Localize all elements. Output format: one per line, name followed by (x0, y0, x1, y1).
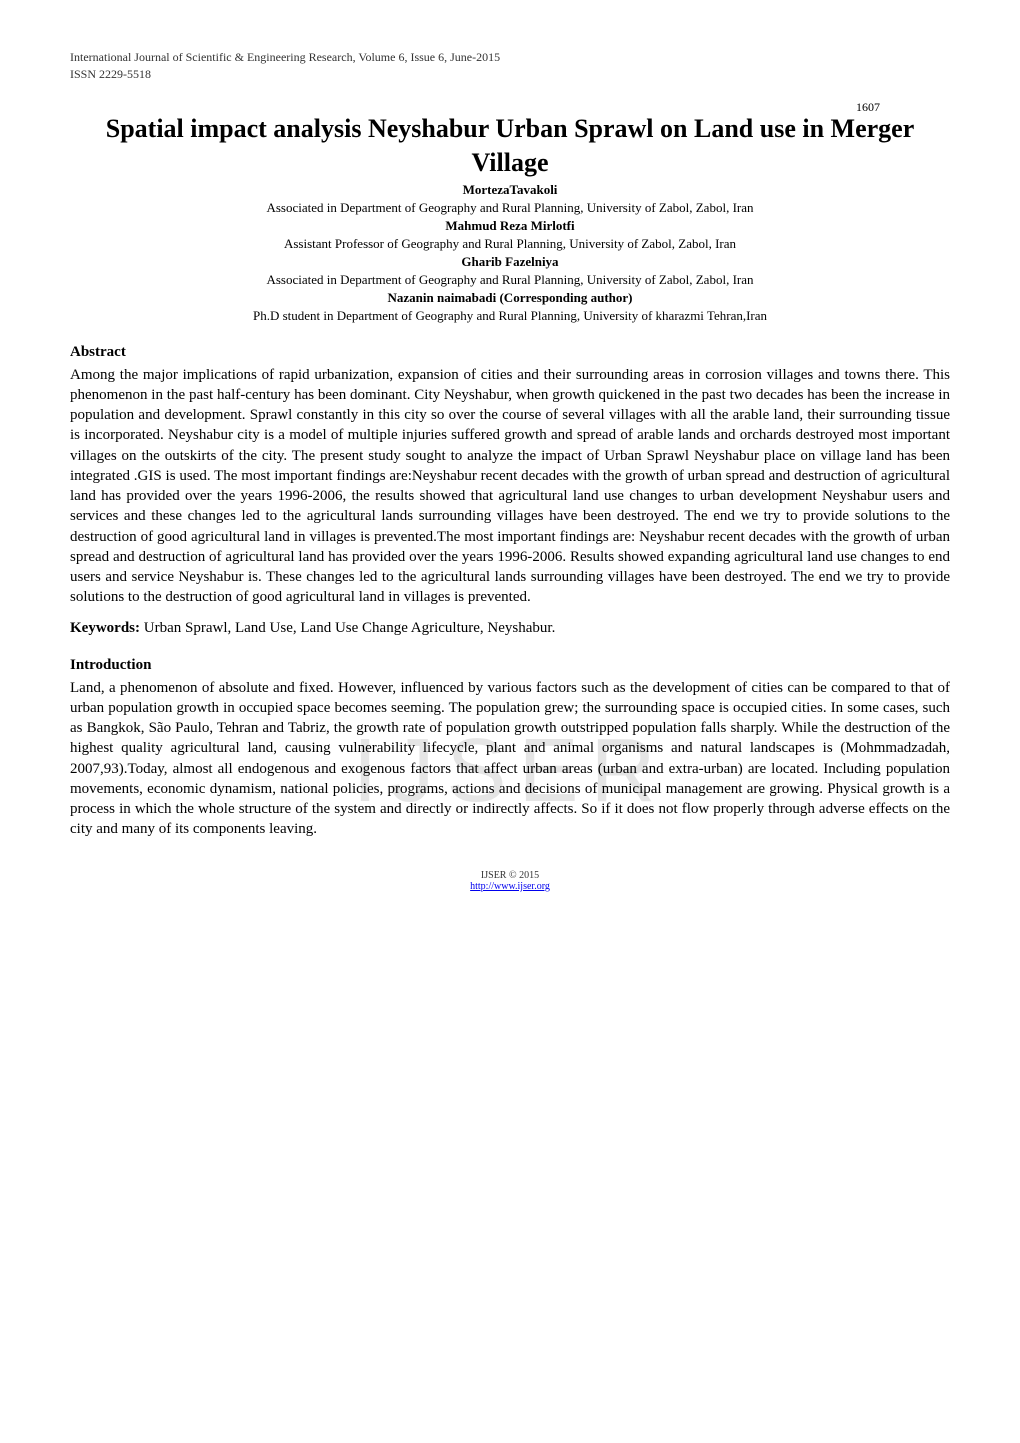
introduction-text: Land, a phenomenon of absolute and fixed… (70, 678, 950, 840)
author-name: Gharib Fazelniya (70, 254, 950, 270)
paper-title: Spatial impact analysis Neyshabur Urban … (70, 112, 950, 180)
journal-header: International Journal of Scientific & En… (70, 50, 950, 65)
author-affiliation: Assistant Professor of Geography and Rur… (70, 236, 950, 252)
author-affiliation: Associated in Department of Geography an… (70, 200, 950, 216)
keywords-label: Keywords: (70, 620, 140, 636)
author-name: Nazanin naimabadi (Corresponding author) (70, 290, 950, 306)
issn-text: ISSN 2229-5518 (70, 67, 950, 82)
author-affiliation: Associated in Department of Geography an… (70, 272, 950, 288)
keywords-text: Urban Sprawl, Land Use, Land Use Change … (140, 620, 555, 636)
author-name: MortezaTavakoli (70, 182, 950, 198)
author-name: Mahmud Reza Mirlotfi (70, 218, 950, 234)
keywords-line: Keywords: Urban Sprawl, Land Use, Land U… (70, 620, 950, 637)
abstract-text: Among the major implications of rapid ur… (70, 365, 950, 608)
footer: IJSER © 2015 http://www.ijser.org (70, 870, 950, 892)
abstract-heading: Abstract (70, 344, 950, 361)
footer-copyright: IJSER © 2015 (70, 870, 950, 881)
authors-block: MortezaTavakoli Associated in Department… (70, 182, 950, 324)
footer-link[interactable]: http://www.ijser.org (470, 881, 550, 892)
author-affiliation: Ph.D student in Department of Geography … (70, 308, 950, 324)
introduction-heading: Introduction (70, 657, 950, 674)
page-number: 1607 (856, 100, 880, 115)
